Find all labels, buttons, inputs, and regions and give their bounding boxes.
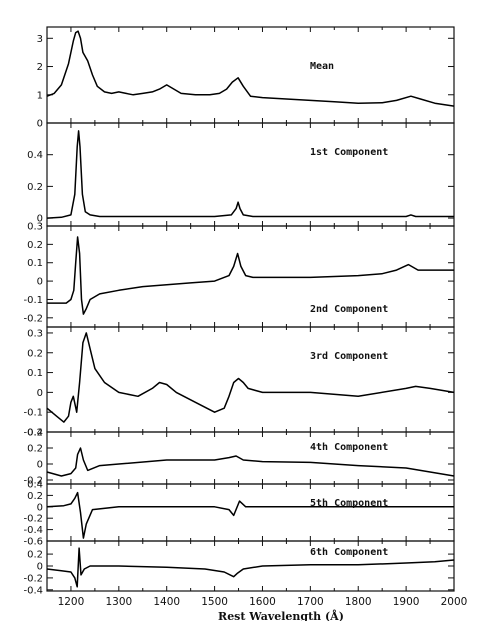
- x-tick-label: 1400: [153, 596, 180, 608]
- y-tick-label: -0.4: [23, 525, 43, 536]
- series-line: [46, 547, 455, 588]
- panel-title: 3rd Component: [310, 351, 388, 362]
- y-tick-label: 0.2: [27, 491, 43, 502]
- y-tick-label: 0: [37, 460, 43, 471]
- panel-6: 0.40.20-0.2-0.4-0.6 5th Component: [23, 480, 455, 548]
- panel-frame: [46, 431, 455, 485]
- y-tick-label: -0.2: [23, 428, 43, 439]
- x-tick-label: 1900: [393, 596, 420, 608]
- y-tick-label: -0.2: [23, 514, 43, 525]
- series-line: [46, 130, 454, 219]
- y-tick-label: 0.4: [27, 480, 43, 491]
- series-line: [46, 30, 455, 107]
- series-line: [46, 447, 455, 477]
- series-line: [46, 332, 455, 423]
- panel-frame: [46, 122, 455, 227]
- panel-title: 2nd Component: [310, 304, 388, 315]
- y-tick-label: 0.2: [27, 182, 43, 193]
- y-tick-label: 0: [37, 502, 43, 513]
- panel-3: 0.3 0.2 0.1 0 -0.1 -0.2 2nd Component: [23, 222, 455, 328]
- y-tick-label: 0: [37, 388, 43, 399]
- y-tick-label: -0.2: [23, 313, 43, 324]
- series-line: [47, 236, 454, 315]
- x-tick-label: 1200: [58, 596, 85, 608]
- x-tick-label: 1500: [201, 596, 228, 608]
- x-axis-label: Rest Wavelength (Å): [218, 609, 344, 621]
- y-tick-label: -0.1: [23, 295, 43, 306]
- x-tick-label: 1700: [297, 596, 324, 608]
- panel-4: 0.3 0.2 0.1 0 -0.1 -0.2 3rd Component: [23, 326, 455, 439]
- y-tick-label: -0.2: [23, 476, 43, 487]
- panel-5: 0.4 0.2 0 -0.2 4th Component: [23, 428, 455, 487]
- panel-title: 5th Component: [310, 498, 388, 509]
- y-tick-label: 1: [37, 90, 43, 101]
- y-tick-label: 0: [37, 562, 43, 573]
- panel-title: 4th Component: [310, 442, 388, 453]
- y-tick-label: 0.3: [27, 222, 43, 233]
- x-axis: 1200 1300 1400 1500 1600 1700 1800 1900 2000: [58, 596, 468, 608]
- y-tick-label: 0.4: [27, 150, 43, 161]
- y-tick-label: 2: [37, 62, 43, 73]
- y-tick-label: 0: [37, 214, 43, 225]
- x-tick-label: 1300: [105, 596, 132, 608]
- y-tick-label: 0.2: [27, 550, 43, 561]
- y-tick-label: 0.1: [27, 368, 43, 379]
- y-tick-label: 0: [37, 277, 43, 288]
- panel-title: Mean: [310, 61, 334, 72]
- panel-1: 0 1 2 3 Mean: [37, 26, 455, 130]
- x-tick-label: 2000: [441, 596, 468, 608]
- y-tick-label: -0.2: [23, 573, 43, 584]
- x-tick-label: 1600: [249, 596, 276, 608]
- y-tick-label: 0.1: [27, 258, 43, 269]
- y-tick-label: 0.4: [27, 428, 43, 439]
- panel-title: 6th Component: [310, 547, 388, 558]
- series-line: [46, 491, 454, 539]
- panel-2: 0 0.2 0.4 1st Component: [27, 122, 455, 227]
- y-tick-label: 0.2: [27, 240, 43, 251]
- y-tick-label: -0.1: [23, 408, 43, 419]
- x-tick-label: 1800: [345, 596, 372, 608]
- y-tick-label: 0.2: [27, 348, 43, 359]
- panel-frame: [46, 483, 455, 542]
- y-tick-label: 0.3: [27, 328, 43, 339]
- y-tick-label: -0.6: [23, 537, 43, 548]
- y-tick-label: 0.2: [27, 444, 43, 455]
- panel-frame: [46, 326, 455, 433]
- panel-7: 0.20-0.2-0.4 6th Component: [23, 540, 455, 596]
- panel-title: 1st Component: [310, 147, 388, 158]
- y-tick-label: 0: [37, 119, 43, 130]
- y-tick-label: 3: [37, 34, 43, 45]
- panel-frame: [46, 26, 455, 124]
- y-tick-label: -0.4: [23, 585, 43, 596]
